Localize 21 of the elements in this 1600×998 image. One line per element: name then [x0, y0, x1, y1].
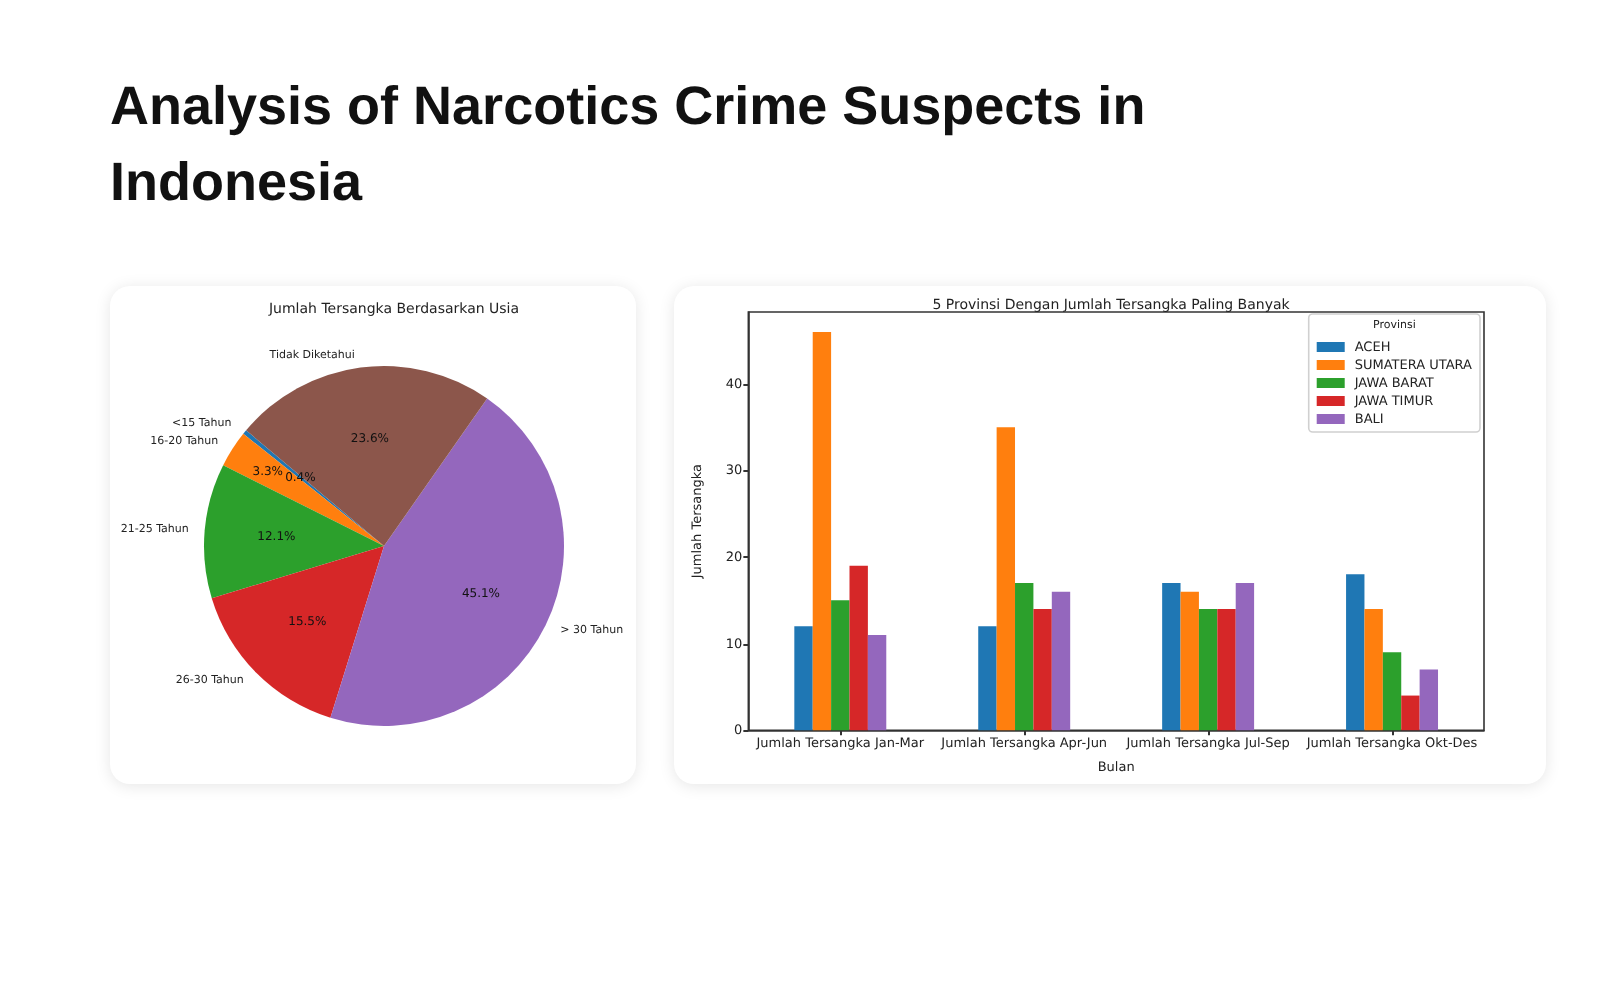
bar — [1051, 591, 1071, 731]
bar — [831, 600, 850, 731]
bar — [1235, 583, 1255, 731]
bar — [867, 634, 887, 731]
bar — [794, 626, 813, 731]
text: Analysis of Narcotics Crime Suspects in Indonesia — [110, 74, 1148, 216]
bar — [812, 331, 832, 731]
bar — [1401, 695, 1420, 731]
bar — [1180, 591, 1199, 731]
bar — [1015, 583, 1034, 731]
bar — [1346, 574, 1365, 731]
bar — [978, 626, 997, 731]
bar — [1364, 608, 1383, 731]
bar — [849, 565, 868, 731]
bar — [996, 427, 1016, 731]
bar — [1162, 583, 1181, 731]
bar — [1217, 608, 1236, 731]
bar — [1419, 669, 1439, 731]
bar — [1382, 652, 1402, 731]
bar — [1033, 608, 1052, 731]
bar — [1198, 608, 1218, 731]
